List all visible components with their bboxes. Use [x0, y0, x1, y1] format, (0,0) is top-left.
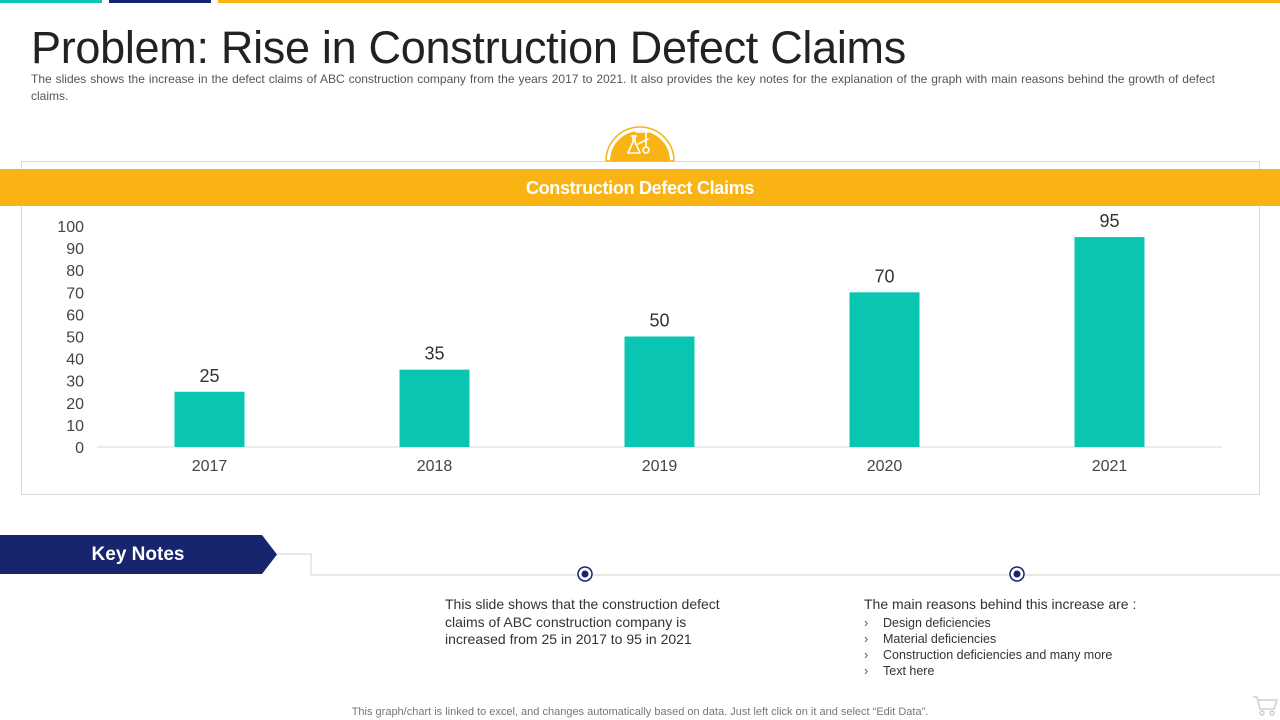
- list-item: › Material deficiencies: [864, 632, 997, 646]
- y-tick-label: 90: [66, 241, 84, 258]
- x-tick-label-2019: 2019: [642, 458, 678, 475]
- reasons-list: › Design deficiencies › Material deficienc…: [864, 615, 1112, 679]
- y-tick-label: 40: [66, 352, 84, 369]
- data-label-2021: 95: [1099, 211, 1119, 231]
- key-note-text: This slide shows that the construction d…: [445, 596, 720, 647]
- x-tick-label-2020: 2020: [867, 458, 903, 475]
- y-tick-label: 10: [66, 418, 84, 435]
- top-accent-gold: [218, 0, 1280, 3]
- y-tick-label: 50: [66, 330, 84, 347]
- reasons-title: The main reasons behind this increase ar…: [864, 596, 1137, 612]
- chart-title: Construction Defect Claims: [525, 178, 755, 198]
- data-label-2018: 35: [424, 344, 444, 364]
- page-subtitle: The slides shows the increase in the def…: [31, 72, 1215, 103]
- bar-2018: [399, 369, 470, 447]
- data-label-2019: 50: [649, 311, 669, 331]
- list-item: › Text here: [864, 664, 935, 678]
- x-tick-label-2021: 2021: [1092, 458, 1128, 475]
- bar-2021: [1074, 237, 1145, 447]
- chart-title-banner: [0, 169, 1280, 206]
- chevron-right-icon: ›: [864, 632, 869, 646]
- y-tick-label: 0: [75, 440, 84, 457]
- bar-2019: [624, 336, 695, 447]
- list-item: › Design deficiencies: [864, 616, 991, 630]
- x-tick-label-2017: 2017: [192, 458, 228, 475]
- page-title: Problem: Rise in Construction Defect Cla…: [31, 22, 906, 73]
- y-tick-label: 30: [66, 374, 84, 391]
- x-tick-label-2018: 2018: [417, 458, 453, 475]
- data-label-2020: 70: [874, 266, 894, 286]
- data-label-2017: 25: [199, 366, 219, 386]
- key-notes-tab: [0, 535, 277, 574]
- y-tick-label: 70: [66, 285, 84, 302]
- y-tick-label: 60: [66, 307, 84, 324]
- footer-note: This graph/chart is linked to excel, and…: [351, 706, 929, 718]
- y-tick-label: 100: [57, 219, 84, 236]
- lab-flask-icon: [605, 126, 675, 162]
- top-accent-navy: [109, 0, 211, 3]
- chevron-right-icon: ›: [864, 664, 869, 678]
- bar-2017: [174, 391, 245, 447]
- key-notes-label: Key Notes: [91, 544, 185, 565]
- bar-2020: [849, 292, 920, 447]
- y-tick-label: 80: [66, 263, 84, 280]
- top-accent-teal: [0, 0, 102, 3]
- list-item: › Construction deficiencies and many more: [864, 648, 1113, 662]
- chevron-right-icon: ›: [864, 616, 869, 630]
- shopping-cart-icon: [1253, 696, 1278, 716]
- y-tick-label: 20: [66, 396, 84, 413]
- chevron-right-icon: ›: [864, 648, 869, 662]
